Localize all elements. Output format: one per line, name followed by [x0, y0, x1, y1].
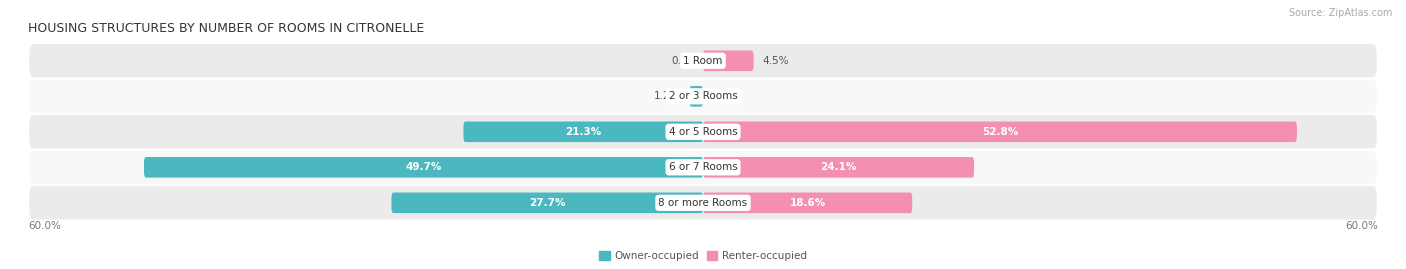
Text: 4 or 5 Rooms: 4 or 5 Rooms — [669, 127, 737, 137]
Text: Source: ZipAtlas.com: Source: ZipAtlas.com — [1288, 8, 1392, 18]
Text: 52.8%: 52.8% — [981, 127, 1018, 137]
FancyBboxPatch shape — [689, 86, 703, 107]
FancyBboxPatch shape — [28, 43, 1378, 79]
FancyBboxPatch shape — [28, 150, 1378, 185]
FancyBboxPatch shape — [391, 193, 703, 213]
Text: 27.7%: 27.7% — [529, 198, 565, 208]
Legend: Owner-occupied, Renter-occupied: Owner-occupied, Renter-occupied — [595, 247, 811, 265]
Text: 49.7%: 49.7% — [405, 162, 441, 172]
FancyBboxPatch shape — [703, 51, 754, 71]
Text: 8 or more Rooms: 8 or more Rooms — [658, 198, 748, 208]
FancyBboxPatch shape — [143, 157, 703, 178]
Text: 0.0%: 0.0% — [709, 91, 735, 101]
Text: 1.2%: 1.2% — [654, 91, 681, 101]
Text: 60.0%: 60.0% — [1346, 221, 1378, 231]
FancyBboxPatch shape — [464, 122, 703, 142]
Text: 24.1%: 24.1% — [820, 162, 856, 172]
Text: 6 or 7 Rooms: 6 or 7 Rooms — [669, 162, 737, 172]
Text: 21.3%: 21.3% — [565, 127, 602, 137]
Text: 0.0%: 0.0% — [671, 56, 697, 66]
FancyBboxPatch shape — [28, 79, 1378, 114]
Text: 2 or 3 Rooms: 2 or 3 Rooms — [669, 91, 737, 101]
Text: 4.5%: 4.5% — [762, 56, 789, 66]
Text: 18.6%: 18.6% — [790, 198, 825, 208]
FancyBboxPatch shape — [703, 122, 1296, 142]
FancyBboxPatch shape — [28, 185, 1378, 221]
FancyBboxPatch shape — [28, 114, 1378, 150]
FancyBboxPatch shape — [703, 193, 912, 213]
FancyBboxPatch shape — [703, 157, 974, 178]
Text: HOUSING STRUCTURES BY NUMBER OF ROOMS IN CITRONELLE: HOUSING STRUCTURES BY NUMBER OF ROOMS IN… — [28, 22, 425, 35]
Text: 1 Room: 1 Room — [683, 56, 723, 66]
Text: 60.0%: 60.0% — [28, 221, 60, 231]
